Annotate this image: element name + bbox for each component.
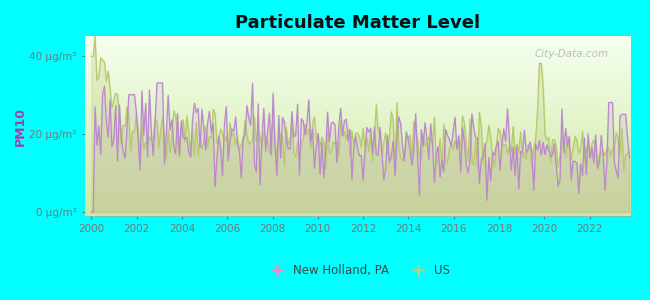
Y-axis label: PM10: PM10 xyxy=(14,106,27,146)
Title: Particulate Matter Level: Particulate Matter Level xyxy=(235,14,480,32)
Legend: New Holland, PA, US: New Holland, PA, US xyxy=(261,260,454,282)
Text: City-Data.com: City-Data.com xyxy=(534,49,608,58)
